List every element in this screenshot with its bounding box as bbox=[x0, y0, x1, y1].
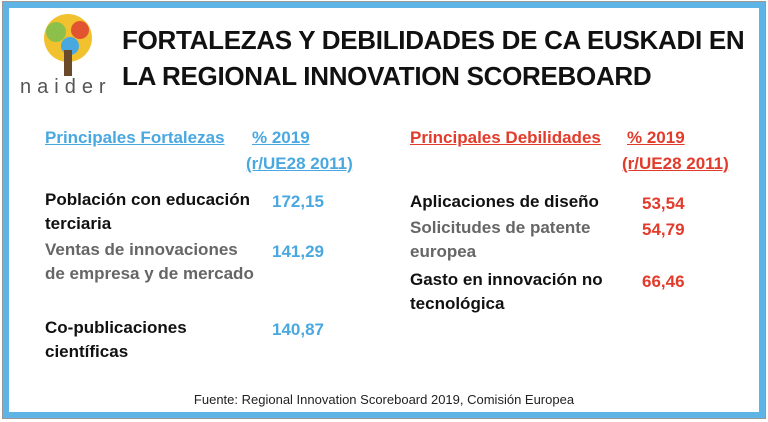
logo-icon bbox=[44, 14, 92, 76]
row-value: 172,15 bbox=[272, 192, 324, 211]
strengths-heading: Principales Fortalezas bbox=[45, 128, 225, 147]
value-heading: % 2019 bbox=[627, 128, 685, 147]
row-label: Gasto en innovación no tecnológica bbox=[410, 270, 603, 313]
row-value: 54,79 bbox=[642, 220, 685, 239]
row-label: Solicitudes de patente europea bbox=[410, 218, 591, 261]
logo-text: naider bbox=[20, 76, 112, 98]
source: Fuente: Regional Innovation Scoreboard 2… bbox=[193, 392, 575, 407]
title-line: LA REGIONAL INNOVATION SCOREBOARD bbox=[122, 61, 652, 91]
row-value: 66,46 bbox=[642, 272, 685, 291]
row-value: 141,29 bbox=[272, 242, 324, 261]
value-subheading: (r/UE28 2011) bbox=[622, 154, 729, 173]
row-label: Co-publicaciones científicas bbox=[45, 318, 187, 361]
title-line: FORTALEZAS Y DEBILIDADES DE CA EUSKADI E… bbox=[122, 25, 745, 55]
row-label: Ventas de innovaciones de empresa y de m… bbox=[45, 240, 254, 283]
row-value: 53,54 bbox=[642, 194, 685, 213]
value-heading: % 2019 bbox=[252, 128, 310, 147]
title: FORTALEZAS Y DEBILIDADES DE CA EUSKADI E… bbox=[122, 22, 745, 94]
row-label: Población con educación terciaria bbox=[45, 190, 250, 233]
row-value: 140,87 bbox=[272, 320, 324, 339]
row-label: Aplicaciones de diseño bbox=[410, 192, 599, 211]
weaknesses-heading: Principales Debilidades bbox=[410, 128, 601, 147]
value-subheading: (r/UE28 2011) bbox=[246, 154, 353, 173]
